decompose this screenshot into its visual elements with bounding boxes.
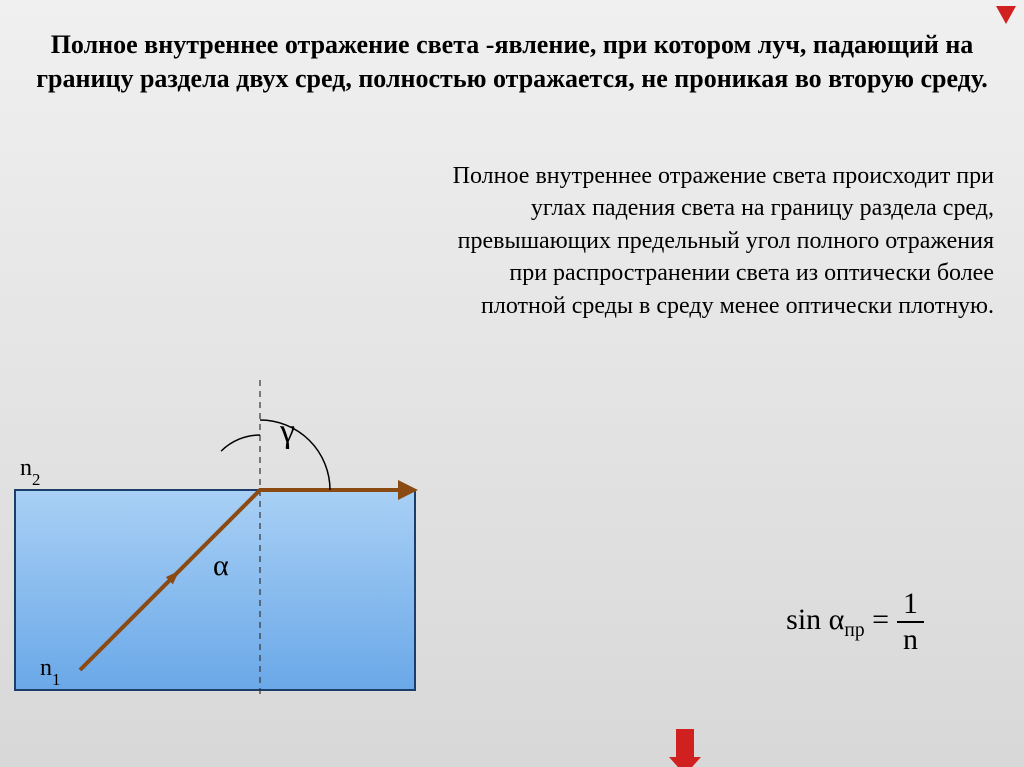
slide-title: Полное внутреннее отражение света -явлен… — [30, 28, 994, 96]
svg-text:γ: γ — [279, 413, 295, 450]
formula-subscript: пр — [844, 620, 864, 641]
formula-denominator: n — [897, 623, 924, 657]
diagram-svg: αγn2n1 — [10, 380, 440, 700]
svg-text:α: α — [213, 549, 229, 582]
formula-equals: = — [872, 603, 889, 636]
formula-numerator: 1 — [897, 587, 924, 621]
formula-fraction: 1 n — [897, 587, 924, 657]
svg-text:n2: n2 — [20, 455, 40, 489]
nav-arrow-top-icon[interactable] — [996, 6, 1016, 24]
formula-alpha: α — [829, 603, 845, 636]
critical-angle-formula: sin αпр = 1 n — [786, 587, 924, 657]
nav-arrow-bottom-icon[interactable] — [676, 729, 694, 759]
formula-sin: sin — [786, 603, 829, 636]
slide-body-text: Полное внутреннее отражение света происх… — [420, 160, 994, 322]
refraction-diagram: αγn2n1 — [10, 380, 440, 660]
